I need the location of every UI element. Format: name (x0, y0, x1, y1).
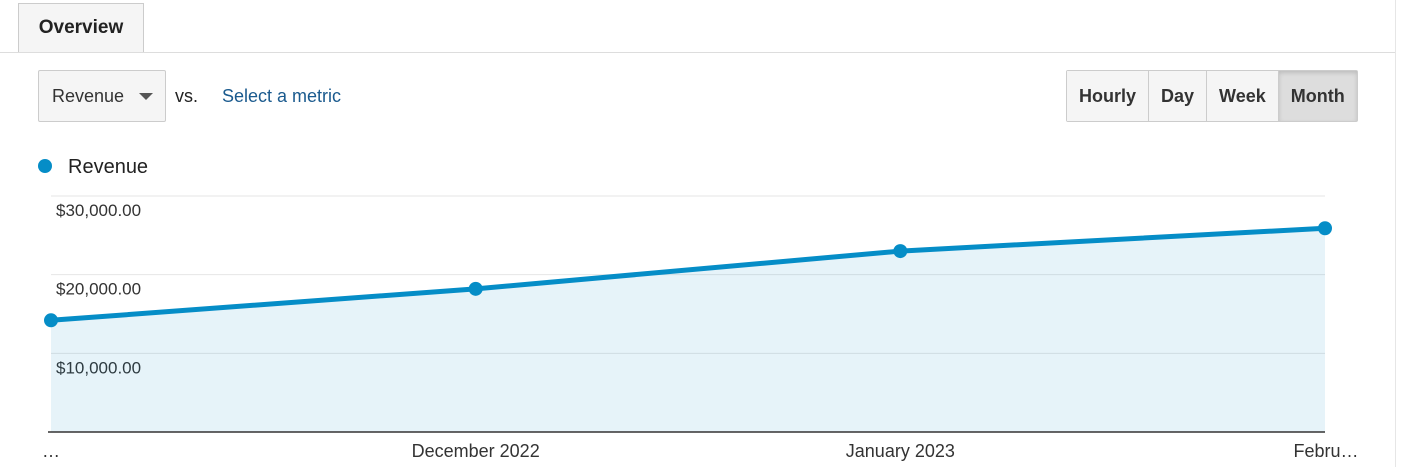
x-tick-label: December 2022 (412, 441, 540, 461)
interval-button[interactable]: Week (1206, 71, 1278, 121)
area (51, 228, 1325, 432)
select-metric-link[interactable]: Select a metric (222, 86, 342, 106)
point (44, 313, 58, 328)
interval-button[interactable]: Day (1148, 71, 1207, 121)
y-tick-label: $20,000.00 (56, 280, 141, 299)
tab[interactable]: Overview (18, 3, 144, 52)
y-tick-label: $10,000.00 (56, 358, 141, 377)
x-tick-label: Febru… (1293, 441, 1358, 461)
caret (139, 93, 153, 100)
metric-dropdown[interactable]: Revenue (38, 70, 166, 122)
interval-button[interactable]: Month (1277, 71, 1357, 121)
x-tick-label: January 2023 (846, 441, 955, 461)
point (1318, 221, 1332, 236)
y-tick-label: $30,000.00 (56, 201, 141, 220)
dropdown-label: Revenue (52, 85, 125, 106)
point (893, 244, 908, 259)
point (468, 281, 483, 296)
legend-label: Revenue (68, 156, 148, 178)
vs-label: vs. (175, 86, 199, 106)
interval-button[interactable]: Hourly (1067, 71, 1149, 121)
legend-marker (38, 159, 52, 173)
x-tick-label: … (42, 441, 60, 461)
interval-buttons: Hourly Day Week Month (1066, 70, 1358, 122)
divider (0, 52, 1396, 53)
divider (1395, 0, 1396, 467)
line (50, 225, 1326, 323)
